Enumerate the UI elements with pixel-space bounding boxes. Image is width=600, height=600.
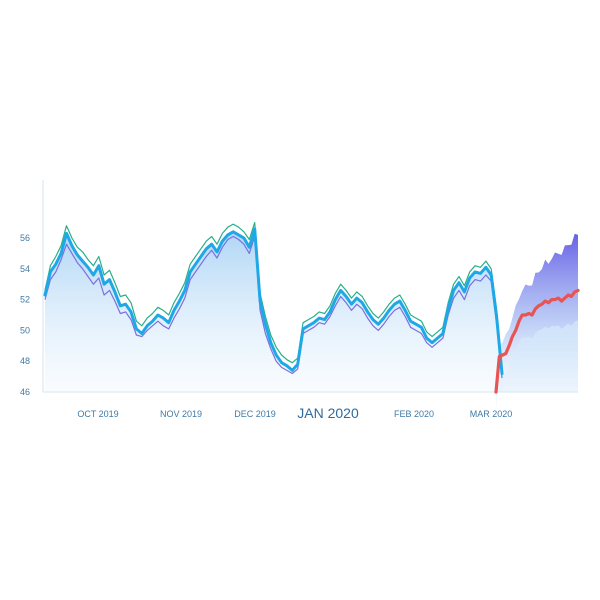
series-line-forecast (494, 288, 580, 394)
y-tick-label: 48 (20, 356, 30, 366)
x-tick-labels: OCT 2019 NOV 2019 DEC 2019 JAN 2020 FEB 2020… (77, 405, 512, 421)
x-tick-label: MAR 2020 (470, 409, 513, 419)
area-under-main-series (45, 228, 502, 392)
y-tick-label: 50 (20, 325, 30, 335)
x-tick-label: NOV 2019 (160, 409, 202, 419)
y-tick-labels: 56 54 52 50 48 46 (20, 233, 30, 397)
series-line-main (43, 227, 504, 375)
y-tick-label: 56 (20, 233, 30, 243)
x-tick-label: FEB 2020 (394, 409, 434, 419)
y-tick-label: 52 (20, 295, 30, 305)
series-line-green (44, 222, 503, 368)
x-tick-label: OCT 2019 (77, 409, 118, 419)
axes (42, 180, 578, 393)
x-tick-label: DEC 2019 (234, 409, 276, 419)
forecast-band (496, 233, 578, 411)
x-tick-label: JAN 2020 (297, 405, 359, 421)
y-tick-label: 54 (20, 264, 30, 274)
area-fill (45, 228, 502, 392)
series-lines (43, 222, 580, 394)
series-line-purple (44, 235, 503, 379)
forecast-lower-band (496, 320, 578, 411)
y-tick-label: 46 (20, 387, 30, 397)
